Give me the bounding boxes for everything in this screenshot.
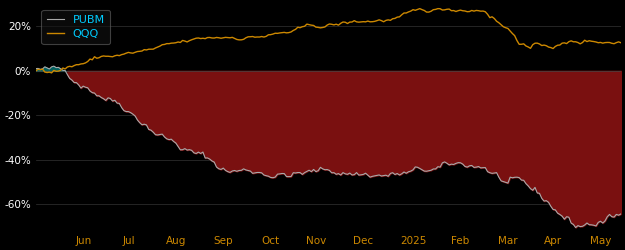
QQQ [118,53,126,56]
Legend: PUBM, QQQ: PUBM, QQQ [41,10,110,44]
PUBM [281,172,288,175]
PUBM [32,67,39,70]
Line: QQQ: QQQ [36,8,621,73]
QQQ [594,41,602,44]
PUBM [594,221,602,224]
PUBM [104,96,112,99]
Line: PUBM: PUBM [36,66,621,228]
QQQ [617,41,624,44]
PUBM [617,212,624,216]
QQQ [104,55,112,58]
QQQ [509,32,516,35]
PUBM [278,172,286,175]
QQQ [416,7,424,10]
PUBM [118,106,126,109]
QQQ [281,31,288,34]
PUBM [572,226,579,229]
PUBM [506,176,514,179]
PUBM [50,65,58,68]
QQQ [32,69,39,72]
QQQ [48,71,56,74]
QQQ [278,31,286,34]
